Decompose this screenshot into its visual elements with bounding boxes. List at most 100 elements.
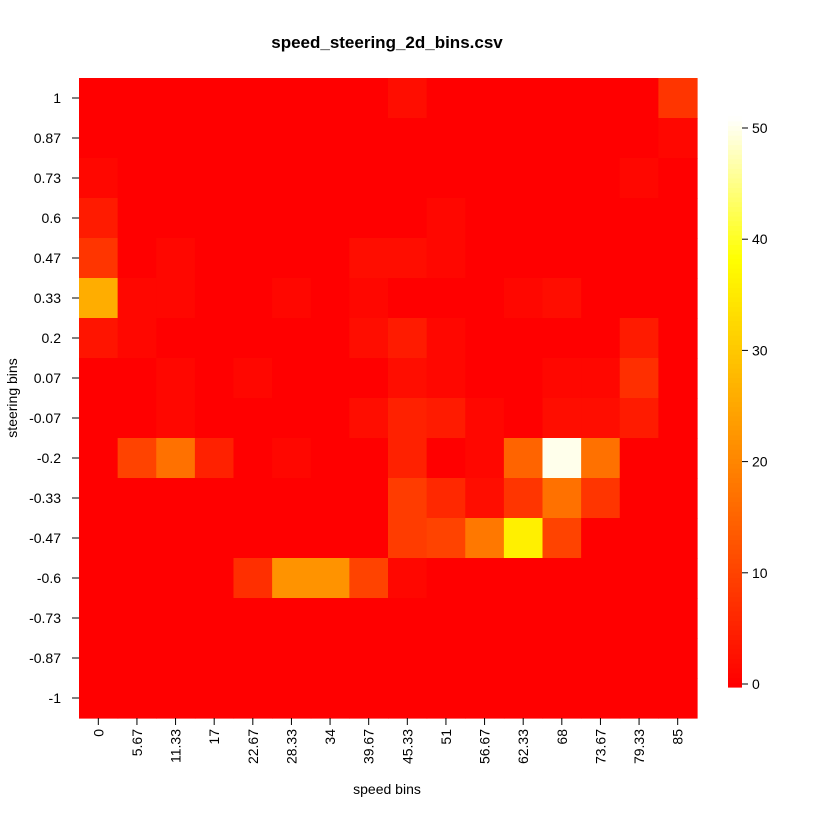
legend-gradient-band xyxy=(728,491,742,498)
legend-gradient-band xyxy=(728,610,742,617)
legend-gradient-band xyxy=(728,253,742,260)
heatmap-cell xyxy=(156,558,196,599)
heatmap-cell xyxy=(272,78,312,119)
legend-gradient-band xyxy=(728,568,742,574)
heatmap-cell xyxy=(349,558,389,599)
heatmap-cell xyxy=(388,478,428,519)
chart-title: speed_steering_2d_bins.csv xyxy=(271,33,503,52)
heatmap-cell xyxy=(658,518,698,559)
heatmap-cell xyxy=(619,558,659,599)
legend-gradient-band xyxy=(728,230,742,236)
heatmap-cell xyxy=(233,238,273,279)
x-tick-label: 5.67 xyxy=(129,729,145,756)
heatmap-cell xyxy=(658,638,698,679)
legend-gradient-band xyxy=(728,639,742,645)
heatmap-cell xyxy=(426,158,466,199)
heatmap-cell xyxy=(581,198,621,239)
heatmap-cell xyxy=(542,198,582,239)
heatmap-cell xyxy=(388,318,428,359)
legend-gradient-band xyxy=(728,420,742,426)
heatmap-cell xyxy=(272,238,312,279)
heatmap-cell xyxy=(233,78,273,119)
heatmap-cell xyxy=(503,198,544,239)
heatmap-cell xyxy=(349,358,389,399)
legend-gradient-band xyxy=(728,463,742,469)
heatmap-cell xyxy=(79,278,119,319)
heatmap-cell xyxy=(156,678,196,719)
heatmap-cell xyxy=(349,438,389,479)
legend-gradient-band xyxy=(728,577,742,583)
heatmap-cell xyxy=(542,238,582,279)
heatmap-cell xyxy=(619,158,659,199)
heatmap-cell xyxy=(310,78,350,119)
heatmap-cell xyxy=(581,158,621,199)
heatmap-cell xyxy=(194,118,235,159)
legend-gradient-band xyxy=(728,634,742,641)
legend-gradient-band xyxy=(728,411,742,417)
heatmap-cell xyxy=(156,438,196,479)
heatmap-cell xyxy=(233,638,273,679)
heatmap-cell xyxy=(542,358,582,399)
legend-tick-label: 50 xyxy=(752,120,768,136)
heatmap-cell xyxy=(542,158,582,199)
heatmap-cell xyxy=(117,198,157,239)
heatmap-cell xyxy=(542,518,582,559)
y-tick-label: -0.07 xyxy=(29,410,61,426)
heatmap-cell xyxy=(658,558,698,599)
heatmap-cell xyxy=(658,678,698,719)
heatmap-cell xyxy=(388,278,428,319)
heatmap-cell xyxy=(349,318,389,359)
heatmap-cell xyxy=(542,78,582,119)
heatmap-cell xyxy=(194,78,235,119)
heatmap-cell xyxy=(388,158,428,199)
heatmap-cell xyxy=(117,598,157,639)
y-tick-label: -0.33 xyxy=(29,490,61,506)
heatmap-cell xyxy=(426,518,466,559)
heatmap-cell xyxy=(581,278,621,319)
legend-gradient-band xyxy=(728,477,742,483)
legend-gradient-band xyxy=(728,644,742,650)
x-tick-label: 0 xyxy=(90,729,106,737)
heatmap-cell xyxy=(156,118,196,159)
heatmap-cell xyxy=(388,198,428,239)
legend-gradient-band xyxy=(728,225,742,231)
heatmap-cell xyxy=(619,118,659,159)
legend-gradient-band xyxy=(728,311,742,317)
legend-gradient-band xyxy=(728,582,742,588)
legend-gradient-band xyxy=(728,501,742,507)
legend-gradient-band xyxy=(728,572,742,579)
heatmap-cell xyxy=(310,438,350,479)
x-tick-label: 34 xyxy=(322,729,338,745)
heatmap-cell xyxy=(619,198,659,239)
heatmap-cell xyxy=(233,558,273,599)
heatmap-cell xyxy=(156,478,196,519)
heatmap-cell xyxy=(658,598,698,639)
heatmap-cell xyxy=(503,598,544,639)
x-tick-label: 17 xyxy=(206,729,222,745)
y-tick-label: 0.2 xyxy=(42,330,62,346)
x-tick-label: 68 xyxy=(554,729,570,745)
heatmap-cell xyxy=(619,398,659,439)
legend-gradient-band xyxy=(728,177,742,184)
heatmap-cell xyxy=(388,558,428,599)
legend-gradient-band xyxy=(728,658,742,664)
x-tick-label: 73.67 xyxy=(592,729,608,764)
legend-gradient-band xyxy=(728,515,742,522)
x-tick-label: 45.33 xyxy=(399,729,415,764)
heatmap-cell xyxy=(581,638,621,679)
heatmap-cell xyxy=(233,478,273,519)
heatmap-cell xyxy=(658,398,698,439)
x-tick-label: 79.33 xyxy=(631,729,647,764)
heatmap-cell xyxy=(503,358,544,399)
x-tick-label: 28.33 xyxy=(283,729,299,764)
legend-gradient-band xyxy=(728,496,742,503)
legend-gradient-band xyxy=(728,258,742,265)
heatmap-cell xyxy=(194,638,235,679)
y-tick-label: 0.6 xyxy=(42,210,62,226)
legend-gradient-band xyxy=(728,149,742,155)
heatmap-cell xyxy=(117,678,157,719)
heatmap-cell xyxy=(310,598,350,639)
legend-gradient-band xyxy=(728,601,742,607)
heatmap-cell xyxy=(426,198,466,239)
heatmap-cell xyxy=(581,398,621,439)
